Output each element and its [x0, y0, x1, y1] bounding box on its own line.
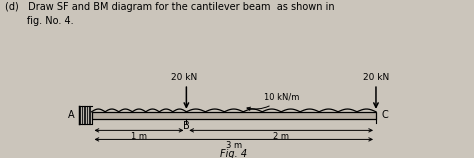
Text: A: A	[68, 110, 74, 120]
Text: 1 m: 1 m	[131, 132, 147, 141]
Text: 3 m: 3 m	[226, 141, 242, 150]
Text: 2 m: 2 m	[273, 132, 289, 141]
Text: (d)   Draw SF and BM diagram for the cantilever beam  as shown in
       fig. No: (d) Draw SF and BM diagram for the canti…	[5, 2, 334, 26]
Text: B: B	[183, 121, 190, 131]
Text: C: C	[382, 110, 388, 120]
Text: Fig. 4: Fig. 4	[220, 149, 247, 158]
Bar	[91, 112, 376, 119]
Text: 20 kN: 20 kN	[363, 73, 389, 82]
Text: 20 kN: 20 kN	[171, 73, 197, 82]
Text: 10 kN/m: 10 kN/m	[247, 93, 299, 110]
